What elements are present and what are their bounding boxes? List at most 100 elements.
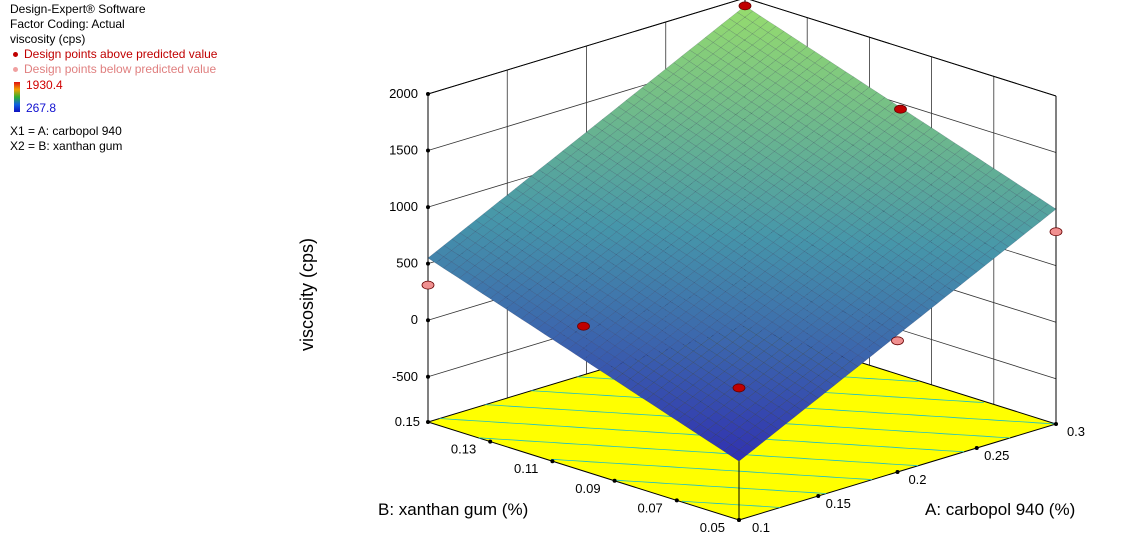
surface-cell [780,252,797,265]
surface-cell [459,226,476,239]
x-tick-mark [1054,422,1058,426]
surface-cell [834,322,851,334]
surface-cell [741,238,758,251]
surface-cell [715,439,732,452]
surface-cell [868,137,885,150]
y-tick-label: 0.11 [514,461,538,476]
surface-cell [759,100,776,113]
surface-cell [590,358,608,371]
surface-cell [923,150,940,163]
surface-cell [673,78,690,91]
surface-cell [775,53,792,66]
surface-cell [695,173,712,186]
x-tick-mark [816,494,821,498]
above-marker-icon [13,51,18,57]
factor-coding: Factor Coding: Actual [10,17,125,31]
surface-cell [740,352,757,365]
surface-cell [474,247,492,260]
z-tick-label: 1500 [389,143,418,158]
factor-x1: X1 = A: carbopol 940 [10,124,122,138]
surface-cell [873,336,890,348]
surface-cell [584,250,601,263]
surface-cell [937,240,954,253]
factor-x2: X2 = B: xanthan gum [10,139,123,153]
y-tick-label: 0.07 [637,500,662,515]
x-tick-mark [895,470,900,474]
z-tick-label: 1000 [389,199,418,214]
z-tick-label: 2000 [389,86,418,101]
surface-cell [898,226,915,239]
surface-cell [520,312,538,325]
surface-cell [743,101,760,114]
legend-above-label: Design points above predicted value [24,47,218,61]
design-point [421,280,435,290]
z-tick-mark [426,318,430,323]
design-point [577,321,590,331]
surface-cell [794,399,811,412]
surface-cell [696,59,714,72]
surface-cell [498,217,516,230]
surface-cell [1024,216,1041,229]
surface-cell [653,398,670,411]
surface-cell [506,188,524,201]
surface-cell [852,161,869,174]
surface-cell [770,395,788,408]
surface-cell [929,269,946,282]
surface-cell [756,328,773,341]
surface-cell [506,245,523,258]
surface-cell [724,353,741,366]
surface-cell [506,222,523,235]
legend-panel: Design-Expert® Software Factor Coding: A… [10,2,217,154]
surface-cell [788,257,805,270]
surface-cell [929,292,946,304]
surface-cell [600,203,618,216]
surface-cell [692,424,709,437]
box-edge [427,0,741,95]
surface-cell [779,366,796,379]
surface-cell [641,126,658,139]
surface-cell [655,216,672,229]
z-tick-mark [426,148,430,153]
below-marker-icon [13,66,18,72]
y-tick-label: 0.09 [575,481,600,496]
surface-cell [600,226,617,239]
surface-cell [738,443,756,456]
surface-cell [889,312,906,325]
surface-cell [844,156,861,169]
x-tick-label: 0.15 [826,496,851,511]
y-tick-mark [612,478,617,483]
surface-cell [570,138,587,150]
surface-cell [897,317,914,330]
surface-cell [575,347,592,360]
design-point [738,1,752,11]
surface-cell [763,390,780,403]
surface-cell [490,223,508,236]
surface-cell [775,76,792,89]
surface-cell [1008,228,1025,241]
z-tick-label: 0 [411,312,418,327]
surface-cell [598,363,616,376]
y-tick-label: 0.13 [451,442,476,457]
y-tick-mark [550,459,555,464]
surface-cell [746,436,764,449]
surface-cell [584,227,602,240]
surface-cell [536,322,553,335]
surface-cell [645,393,662,406]
x-tick-mark [974,446,979,450]
surface-cell [657,102,674,115]
surface-cell [629,383,647,396]
contour-line [616,479,827,494]
surface-cell [818,323,836,336]
surface-cell [559,337,577,350]
design-point [732,383,746,393]
surface-cell [661,358,678,371]
surface-cell [623,264,640,277]
surface-cell [773,167,791,180]
surface-cell [639,240,656,253]
surface-cell [606,368,623,381]
surface-cell [663,221,680,234]
legend-above: Design points above predicted value [10,47,217,62]
surface-cell [664,130,681,143]
surface-cell [568,251,586,264]
